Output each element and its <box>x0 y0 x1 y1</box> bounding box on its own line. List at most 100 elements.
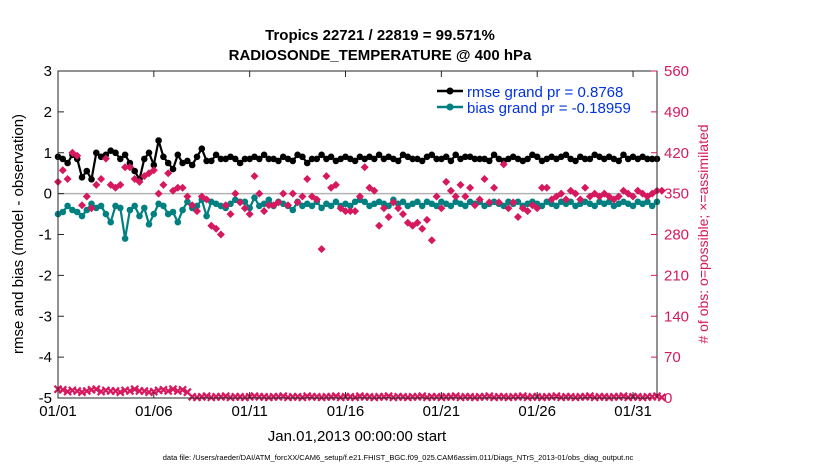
obs-possible-point <box>432 192 441 201</box>
obs-possible-point <box>341 207 350 216</box>
y2-tick-label: 420 <box>664 145 689 162</box>
rmse-point <box>121 151 129 159</box>
obs-possible-point <box>78 201 86 210</box>
obs-possible-point <box>116 180 125 189</box>
bias-point <box>332 198 340 206</box>
obs-possible-point <box>216 230 225 239</box>
rmse-point <box>203 157 210 165</box>
rmse-point <box>236 159 244 167</box>
bias-point <box>327 202 335 210</box>
obs-assimilated-point <box>130 384 139 394</box>
obs-possible-point <box>461 192 470 201</box>
y-tick-label: 3 <box>44 63 52 80</box>
obs-possible-point <box>470 201 479 210</box>
obs-possible-point <box>322 172 331 181</box>
rmse-point <box>131 167 138 175</box>
rmse-point <box>327 153 335 161</box>
rmse-point <box>174 151 182 159</box>
y2-tick-label: 280 <box>664 227 689 244</box>
legend-rmse-marker <box>446 87 454 95</box>
rmse-point <box>409 155 416 163</box>
legend: rmse grand pr = 0.8768 bias grand pr = -… <box>432 80 644 118</box>
bias-point <box>648 202 656 210</box>
obs-possible-point <box>279 189 288 198</box>
rmse-point <box>93 149 100 157</box>
bias-point <box>591 202 598 210</box>
obs-possible-point <box>245 210 254 219</box>
legend-box <box>432 80 644 118</box>
y-tick-label: -5 <box>39 390 52 407</box>
bias-point <box>169 208 177 216</box>
bias-point <box>462 202 469 210</box>
bias-point <box>265 196 273 204</box>
rmse-point <box>418 157 426 165</box>
rmse-point <box>562 151 570 159</box>
rmse-point <box>59 155 67 163</box>
rmse-point <box>648 155 656 163</box>
rmse-point <box>452 151 460 159</box>
obs-possible-point <box>475 195 484 204</box>
x-tick-label: 01/31 <box>614 403 652 420</box>
bias-point <box>629 202 637 210</box>
series-marks <box>53 137 667 402</box>
y-tick-label: -3 <box>39 308 52 325</box>
rmse-point <box>145 149 153 157</box>
obs-possible-point <box>101 154 110 163</box>
bias-point <box>203 212 210 220</box>
obs-possible-point <box>576 195 585 204</box>
obs-possible-point <box>240 204 249 213</box>
bias-point <box>179 206 186 214</box>
bias-point <box>121 235 129 242</box>
rmse-point <box>299 153 306 161</box>
obs-possible-point <box>451 192 460 201</box>
obs-possible-point <box>178 183 187 192</box>
y2-tick-label: 490 <box>664 104 689 121</box>
legend-bias-marker <box>446 103 454 111</box>
obs-possible-point <box>303 175 312 183</box>
rmse-point <box>490 151 498 159</box>
obs-possible-point <box>149 166 158 175</box>
obs-possible-point <box>370 186 379 195</box>
rmse-point <box>198 145 206 152</box>
obs-possible-point <box>657 186 666 195</box>
rmse-point <box>533 153 541 161</box>
bias-point <box>131 202 138 210</box>
y-tick-label: 2 <box>44 104 52 121</box>
y-tick-label: 0 <box>44 186 52 203</box>
obs-possible-point <box>533 204 542 213</box>
obs-possible-point <box>375 221 384 230</box>
bias-point <box>447 202 455 210</box>
obs-possible-point <box>284 201 292 210</box>
obs-assimilated-point <box>125 386 135 396</box>
rmse-point <box>433 155 440 163</box>
series-rmse <box>54 137 661 183</box>
obs-assimilated-point <box>163 386 173 396</box>
obs-possible-point <box>466 183 475 192</box>
obs-possible-point <box>255 189 264 198</box>
bias-point <box>347 202 354 210</box>
obs-possible-point <box>499 160 508 169</box>
legend-entry-bias: bias grand pr = -0.18959 <box>467 100 631 117</box>
rmse-point <box>371 155 378 163</box>
bias-point <box>141 204 148 212</box>
obs-possible-point <box>581 183 590 192</box>
obs-possible-point <box>389 198 398 207</box>
obs-possible-point <box>437 204 446 213</box>
obs-possible-point <box>125 163 134 172</box>
obs-possible-point <box>87 204 96 213</box>
rmse-point <box>620 151 627 159</box>
obs-possible-point <box>250 172 259 181</box>
obs-possible-point <box>212 224 221 233</box>
obs-assimilated-point <box>58 385 68 395</box>
rmse-point <box>208 157 215 165</box>
obs-possible-point <box>480 175 489 183</box>
obs-possible-point <box>135 177 144 186</box>
rmse-point <box>586 155 594 163</box>
bias-point <box>73 208 81 216</box>
bias-point <box>289 206 297 214</box>
rmse-point <box>64 159 71 167</box>
obs-assimilated-point <box>92 384 101 394</box>
rmse-point <box>184 157 191 165</box>
obs-possible-point <box>394 204 403 213</box>
